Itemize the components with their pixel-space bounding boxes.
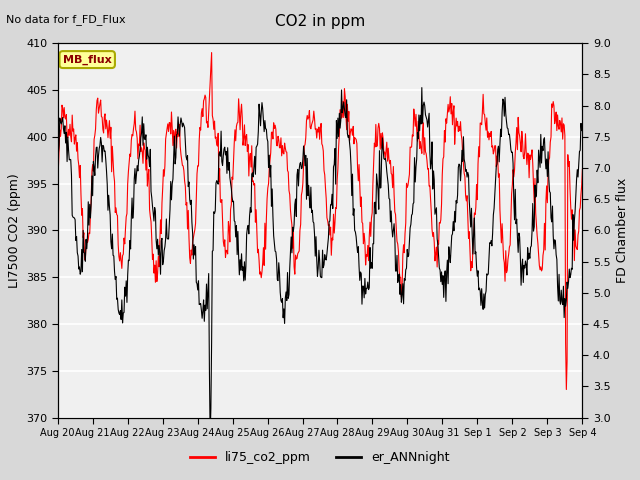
Legend: li75_co2_ppm, er_ANNnight: li75_co2_ppm, er_ANNnight (186, 446, 454, 469)
Y-axis label: FD Chamber flux: FD Chamber flux (616, 178, 629, 283)
Y-axis label: LI7500 CO2 (ppm): LI7500 CO2 (ppm) (8, 173, 20, 288)
Text: CO2 in ppm: CO2 in ppm (275, 14, 365, 29)
Text: No data for f_FD_Flux: No data for f_FD_Flux (6, 14, 126, 25)
Text: MB_flux: MB_flux (63, 54, 111, 65)
